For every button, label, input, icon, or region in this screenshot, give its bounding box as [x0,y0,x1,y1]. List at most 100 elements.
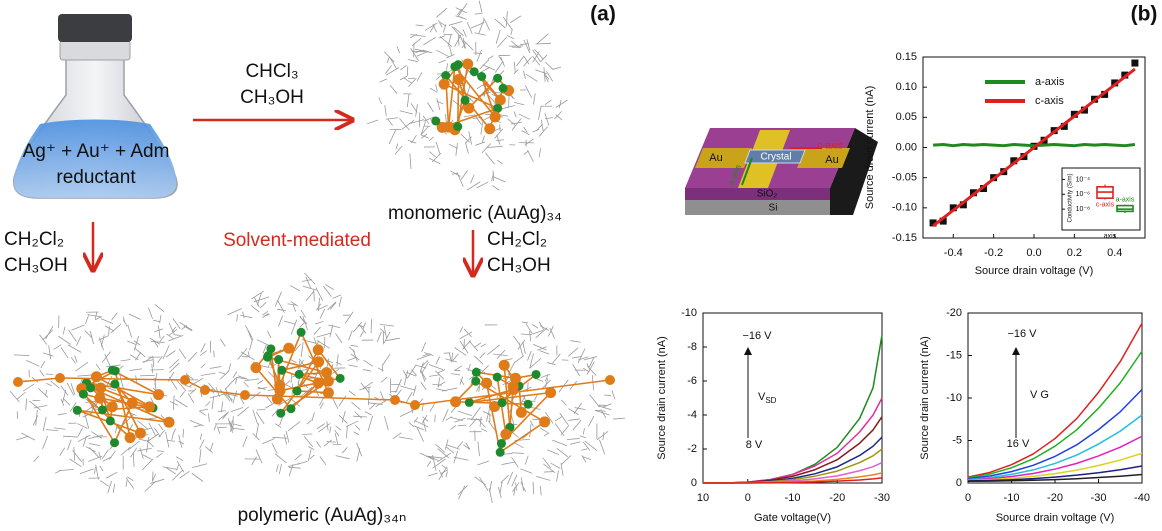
bond [255,423,259,438]
bond [506,35,515,40]
bond [513,111,517,118]
bond [254,297,260,308]
bond [438,59,446,64]
bond [247,330,253,340]
bond [411,134,417,144]
bond [350,344,359,347]
bond [301,339,317,344]
metal-bond [480,76,496,118]
bond [46,383,53,387]
bond [408,77,417,87]
bond [165,350,176,358]
bond [110,323,122,334]
atom [106,401,118,413]
bond [275,423,282,428]
bond [520,477,525,491]
bond [437,369,446,374]
bond [70,383,76,395]
bond [542,457,551,469]
bond [475,141,486,146]
x-axis-title: Source drain voltage (V) [975,265,1094,277]
bond [209,366,222,369]
center-label: Solvent-mediated [223,230,371,251]
bond [199,439,205,449]
bond [570,441,581,445]
bond [439,36,453,47]
bond [119,374,124,390]
atom [484,123,496,135]
bond [586,363,591,371]
bond [460,133,471,143]
y-tick-label: -8 [687,341,697,353]
atom [292,386,302,396]
bond [205,401,211,407]
bond [410,48,419,62]
atom [126,397,138,409]
bond [165,467,177,475]
bond [303,436,314,448]
bond [68,329,77,342]
bond [379,78,388,83]
bond [306,419,312,425]
series-line [967,322,1143,478]
bond [451,353,459,362]
flask [12,14,178,199]
bond [436,100,444,105]
bond [558,99,562,108]
metal-bond [296,349,319,392]
bond [546,362,556,366]
bond [249,338,254,351]
atom [531,369,541,379]
bond [69,402,77,412]
bond [426,460,432,467]
bond [445,416,452,421]
bond [334,429,340,437]
flask-liquid [13,119,177,198]
bond [354,424,361,431]
bond [409,153,412,169]
bond [446,53,455,59]
bond [494,61,503,73]
bond [428,157,441,165]
cluster [9,303,238,494]
bond [538,126,548,137]
atom [277,365,287,375]
bond [166,333,174,339]
bond [513,69,519,75]
bond [466,22,473,34]
bond [72,450,83,463]
bond [488,420,497,433]
axis-arrow [741,157,753,186]
bond [549,327,555,339]
bond [442,408,449,422]
molecular-structures [9,0,626,504]
bond [544,75,549,83]
bond [529,358,542,369]
bond [455,15,463,18]
atom [266,344,276,354]
data-point [949,204,957,212]
bond [345,426,348,439]
bond [104,325,115,332]
bond [512,452,524,454]
bond [299,315,305,324]
bond [169,358,180,369]
bond [322,285,332,297]
bond [413,417,419,423]
bond [388,129,397,145]
bond [45,325,54,340]
bond [480,66,491,73]
bond [173,334,181,336]
cluster [367,0,568,191]
bond [494,18,506,29]
bond [217,426,221,435]
bond [543,471,554,473]
y-axis-title: Source drain current (nA) [919,336,931,460]
bond [89,443,100,447]
atom [312,377,324,389]
bond [586,361,595,375]
bond [319,456,327,466]
annotation: VSD [758,391,777,405]
bond [522,70,526,80]
bond [162,466,178,470]
